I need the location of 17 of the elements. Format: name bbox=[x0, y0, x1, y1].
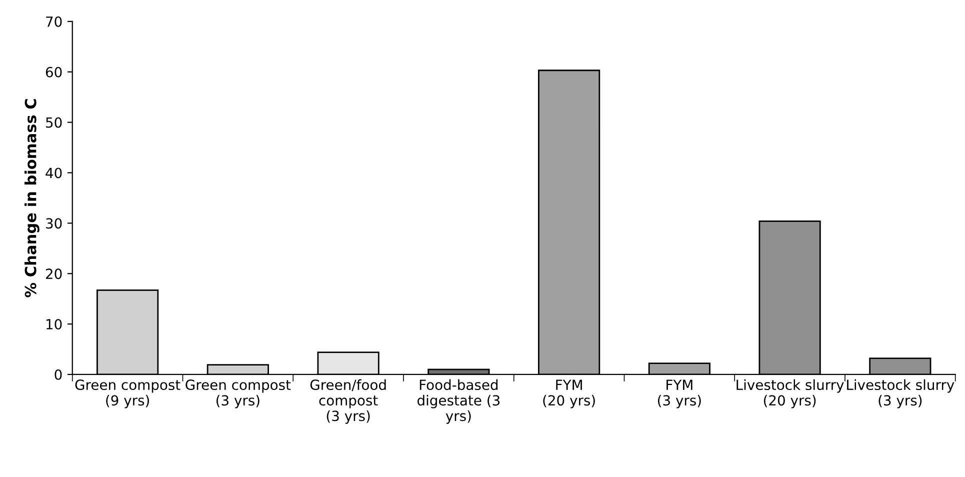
y-tick-label: 30 bbox=[46, 218, 62, 229]
y-tick-label: 60 bbox=[46, 66, 62, 78]
y-tick-label: 20 bbox=[46, 268, 62, 280]
x-tick-label: Green/food compost (3 yrs) bbox=[310, 379, 386, 424]
y-tick-label: 70 bbox=[46, 16, 62, 27]
y-axis-title: % Change in biomass C bbox=[24, 99, 40, 298]
x-tick-label: FYM (3 yrs) bbox=[658, 380, 701, 408]
x-tick-label: Green compost (3 yrs) bbox=[186, 380, 291, 408]
y-tick-label: 0 bbox=[54, 369, 62, 380]
x-tick-label: FYM (20 yrs) bbox=[543, 380, 595, 408]
y-tick-label: 50 bbox=[46, 117, 62, 128]
y-tick-label: 40 bbox=[46, 168, 62, 178]
x-tick-label: Livestock slurry (20 yrs) bbox=[736, 379, 844, 408]
x-tick-label: Green compost (9 yrs) bbox=[75, 380, 180, 408]
y-tick-label: 10 bbox=[46, 318, 62, 330]
x-tick-label: Food-based digestate (3 yrs) bbox=[417, 379, 500, 424]
x-tick-label: Livestock slurry (3 yrs) bbox=[847, 379, 954, 408]
